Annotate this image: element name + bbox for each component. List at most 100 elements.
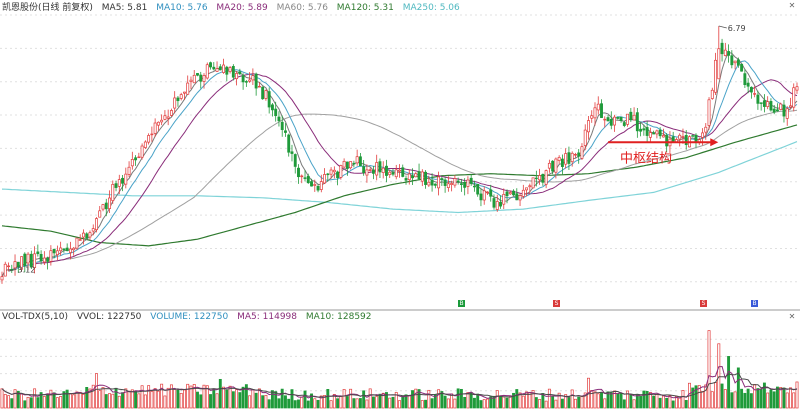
candle-body <box>192 74 196 84</box>
volume-bar <box>238 392 242 409</box>
candle-body <box>459 183 463 185</box>
candle-body <box>720 42 724 55</box>
signal-marker-s1[interactable]: S <box>553 300 560 307</box>
volume-bar <box>82 393 85 409</box>
candle-body <box>560 158 564 167</box>
volume-bar <box>518 392 522 409</box>
candle-body <box>196 73 199 76</box>
volume-bar <box>153 388 157 409</box>
candle-body <box>62 248 66 250</box>
candle-body <box>759 102 763 104</box>
candle-body <box>183 91 186 94</box>
volume-bar <box>648 392 652 409</box>
candle-body <box>756 94 760 104</box>
candle-body <box>502 194 506 205</box>
volume-bar <box>98 390 102 409</box>
candle-body <box>199 74 203 82</box>
volume-bar <box>547 388 551 409</box>
volume-bar <box>212 388 216 409</box>
volume-bar <box>108 393 111 409</box>
signal-marker-b2[interactable]: B <box>751 300 758 307</box>
volume-bar <box>345 396 349 409</box>
volume-bar <box>127 390 131 409</box>
volume-bar <box>407 395 411 409</box>
volume-bar <box>600 392 603 409</box>
ma250-line <box>1 141 798 214</box>
candle-body <box>645 127 649 136</box>
volume-bar <box>694 385 698 409</box>
candle-body <box>23 253 27 266</box>
candle-body <box>72 247 76 251</box>
signal-marker-s2[interactable]: S <box>700 300 707 307</box>
candle-body <box>785 108 789 119</box>
candle-body <box>362 166 366 173</box>
volume-bar <box>531 390 535 409</box>
volume-bar <box>476 393 480 409</box>
volume-bar <box>704 384 708 409</box>
volume-bar <box>740 388 744 409</box>
candle-body <box>336 171 340 179</box>
volume-bar <box>551 396 555 409</box>
candle-body <box>7 265 10 268</box>
volume-bar <box>310 393 313 409</box>
volume-bar <box>391 396 395 409</box>
candle-body <box>254 73 258 89</box>
volume-bar <box>303 390 307 409</box>
candle-body <box>678 134 682 140</box>
candle-body <box>590 115 594 119</box>
volume-bar <box>609 392 613 409</box>
volume-bar <box>658 397 662 409</box>
candle-body <box>156 121 160 126</box>
volume-bar <box>290 389 294 409</box>
candle-body <box>639 128 643 132</box>
candle-body <box>463 182 467 188</box>
candle-body <box>355 156 359 164</box>
volume-bar <box>736 367 740 409</box>
volume-bar <box>46 393 50 409</box>
candle-body <box>127 166 131 175</box>
signal-marker-b1[interactable]: B <box>458 300 465 307</box>
ma10-value: MA10: 5.76 <box>156 3 208 13</box>
candle-body <box>681 136 685 138</box>
volume-ma10-value: MA10: 128592 <box>305 312 372 322</box>
candle-body <box>143 141 147 148</box>
volume-bar <box>241 386 245 409</box>
volume-bar <box>453 398 457 409</box>
candle-body <box>137 156 141 159</box>
volume-bar <box>759 388 763 409</box>
volume-bar <box>521 395 525 409</box>
candle-body <box>46 257 50 262</box>
candle-body <box>515 193 519 201</box>
volume-bar <box>417 389 421 409</box>
volume-bar <box>323 395 327 409</box>
close-icon[interactable]: ✕ <box>788 1 796 10</box>
candle-body <box>658 129 662 137</box>
ma20-value: MA20: 5.89 <box>216 3 268 13</box>
volume-bar <box>567 397 571 409</box>
candle-body <box>323 174 327 184</box>
candle-body <box>743 73 747 85</box>
candle-body <box>398 169 401 172</box>
volume-bar <box>72 394 76 409</box>
candle-body <box>326 173 330 176</box>
candle-body <box>691 135 695 137</box>
volume-bar <box>486 398 489 409</box>
candle-body <box>267 91 271 108</box>
candle-body <box>163 115 167 120</box>
volume-bar <box>0 388 4 409</box>
candle-body <box>557 157 561 161</box>
volume-bar <box>13 389 17 409</box>
candle-body <box>531 177 535 189</box>
volume-bar <box>130 389 134 409</box>
candle-body <box>218 66 222 71</box>
volume-bar <box>215 393 219 409</box>
candle-body <box>49 250 53 262</box>
candle-body <box>753 93 757 95</box>
candle-body <box>733 60 737 64</box>
price-title: 凯恩股份(日线 前复权) <box>2 3 93 13</box>
candle-body <box>388 171 392 176</box>
candle-body <box>287 134 291 153</box>
volume-bar <box>723 389 727 409</box>
close-icon[interactable]: ✕ <box>788 312 796 321</box>
